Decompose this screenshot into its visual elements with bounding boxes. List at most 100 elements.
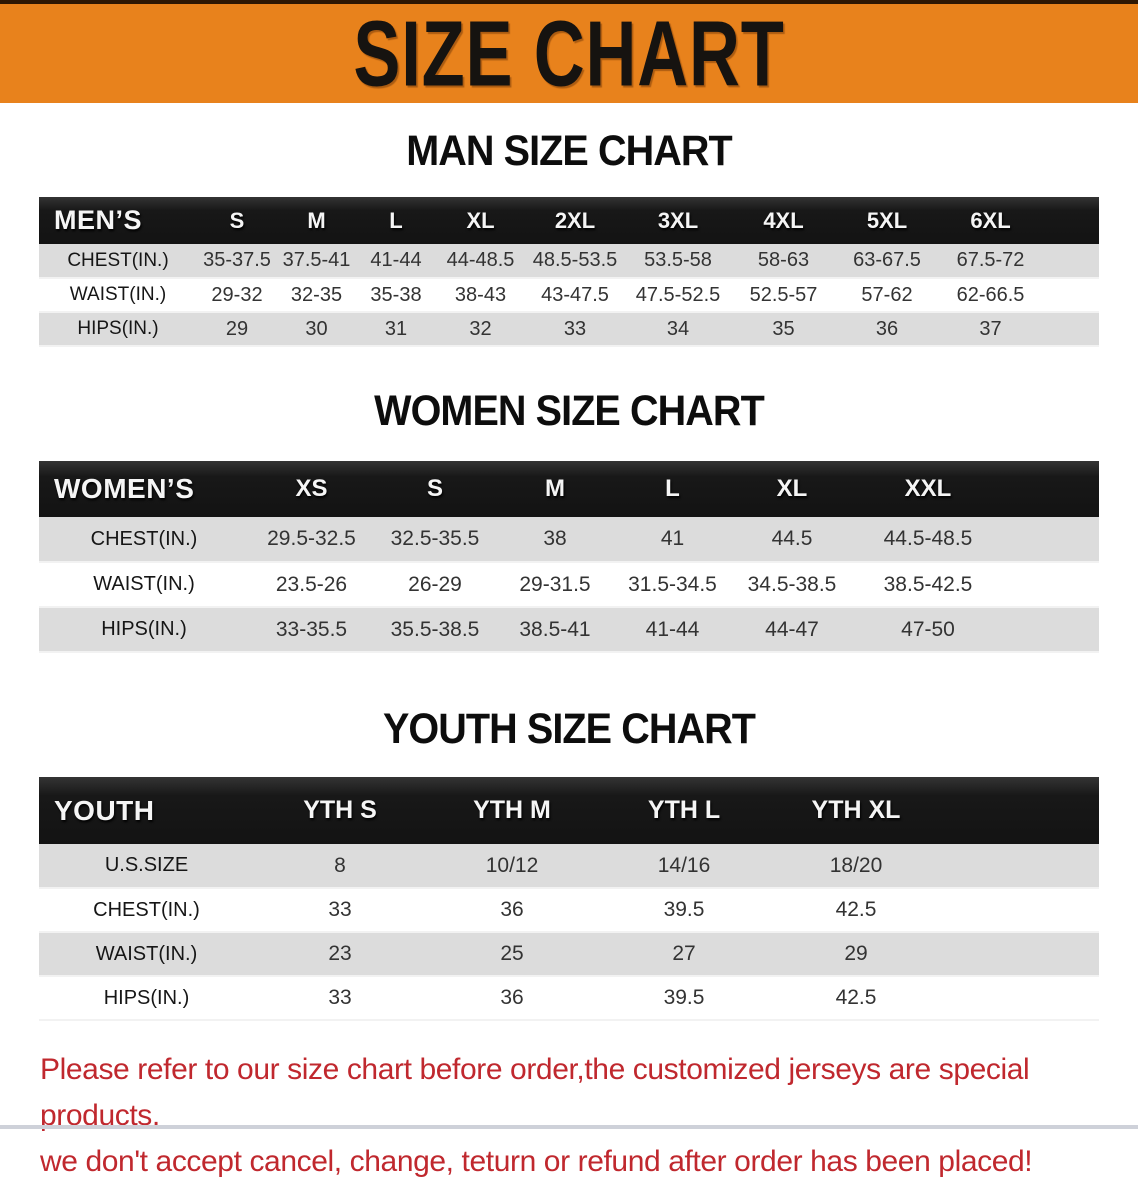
women-size-section: WOMEN SIZE CHART WOMEN’S XS S M L XL XXL… — [0, 387, 1138, 653]
men-size-col-header: S — [229, 207, 245, 233]
size-value-cell: 57-62 — [861, 283, 913, 306]
size-value-cell: 36 — [875, 317, 899, 340]
size-value-cell: 47-50 — [901, 617, 955, 641]
size-value-cell: 23 — [328, 942, 352, 965]
size-value-cell: 38 — [543, 527, 567, 550]
size-value-cell: 26-29 — [408, 572, 462, 596]
filler-cell — [1003, 607, 1099, 652]
filler-cell — [1003, 517, 1099, 562]
size-value-cell: 52.5-57 — [749, 283, 818, 306]
youth-size-col-header: YTH M — [473, 796, 551, 824]
youth-section-heading: YOUTH SIZE CHART — [382, 705, 756, 753]
size-value-cell: 47.5-52.5 — [635, 283, 721, 306]
row-label: CHEST(IN.) — [90, 527, 198, 550]
size-value-cell: 33 — [328, 898, 352, 921]
size-value-cell: 33-35.5 — [275, 617, 348, 641]
men-size-col-header: 5XL — [866, 207, 908, 233]
size-value-cell: 36 — [500, 898, 524, 921]
women-size-table: WOMEN’S XS S M L XL XXL CHEST(IN.) 29.5-… — [39, 461, 1099, 653]
size-value-cell: 34.5-38.5 — [747, 572, 837, 596]
youth-chest-row: CHEST(IN.) 33 36 39.5 42.5 — [39, 888, 1099, 932]
row-label: CHEST(IN.) — [67, 249, 169, 271]
men-size-table: MEN’S S M L XL 2XL 3XL 4XL 5XL 6XL CHEST… — [39, 197, 1099, 347]
size-value-cell: 37.5-41 — [282, 249, 351, 271]
size-value-cell: 29-31.5 — [519, 572, 591, 596]
order-policy-note: Please refer to our size chart before or… — [40, 1047, 1110, 1185]
size-value-cell: 38.5-42.5 — [883, 572, 973, 596]
filler-cell — [1003, 461, 1099, 517]
youth-size-col-header: YTH XL — [811, 796, 901, 824]
size-value-cell: 36 — [500, 986, 524, 1009]
size-value-cell: 33 — [563, 317, 587, 340]
size-value-cell: 18/20 — [829, 853, 883, 877]
men-size-col-header: XL — [466, 207, 495, 233]
size-value-cell: 44.5-48.5 — [883, 527, 973, 550]
men-table-title: MEN’S — [54, 205, 143, 235]
note-line-2: we don't accept cancel, change, teturn o… — [40, 1145, 1033, 1178]
row-label: HIPS(IN.) — [101, 618, 187, 640]
men-size-col-header: M — [307, 207, 326, 233]
size-value-cell: 31.5-34.5 — [628, 572, 717, 596]
size-value-cell: 30 — [305, 317, 328, 340]
women-size-col-header: M — [545, 475, 565, 502]
row-label: CHEST(IN.) — [93, 898, 200, 921]
size-value-cell: 31 — [384, 317, 408, 340]
size-value-cell: 35 — [772, 317, 795, 340]
youth-size-col-header: YTH S — [303, 796, 377, 824]
size-value-cell: 27 — [672, 942, 696, 965]
size-value-cell: 58-63 — [757, 249, 810, 271]
youth-hips-row: HIPS(IN.) 33 36 39.5 42.5 — [39, 976, 1099, 1020]
youth-table-title: YOUTH — [54, 794, 155, 826]
size-value-cell: 29 — [844, 942, 868, 965]
row-label: HIPS(IN.) — [103, 986, 190, 1009]
size-value-cell: 44-48.5 — [446, 249, 515, 271]
filler-cell — [1043, 312, 1099, 346]
size-value-cell: 63-67.5 — [853, 249, 921, 271]
women-table-title: WOMEN’S — [54, 473, 195, 504]
banner-title: SIZE CHART — [353, 1, 785, 106]
women-waist-row: WAIST(IN.) 23.5-26 26-29 29-31.5 31.5-34… — [39, 562, 1099, 607]
youth-size-table: YOUTH YTH S YTH M YTH L YTH XL U.S.SIZE … — [39, 777, 1099, 1021]
filler-cell — [942, 777, 1099, 844]
size-value-cell: 29.5-32.5 — [267, 527, 356, 550]
size-value-cell: 35-37.5 — [203, 249, 271, 271]
size-value-cell: 67.5-72 — [956, 249, 1025, 271]
men-size-col-header: 6XL — [970, 207, 1011, 233]
size-value-cell: 44-47 — [765, 617, 819, 641]
size-value-cell: 23.5-26 — [275, 572, 348, 596]
women-size-col-header: XS — [295, 475, 328, 502]
men-size-col-header: 4XL — [763, 207, 804, 233]
men-size-col-header: L — [389, 207, 403, 233]
size-value-cell: 48.5-53.5 — [532, 249, 618, 271]
bottom-edge-divider — [0, 1125, 1138, 1129]
size-value-cell: 32 — [469, 317, 492, 340]
men-chest-row: CHEST(IN.) 35-37.5 37.5-41 41-44 44-48.5… — [39, 244, 1099, 278]
women-hips-row: HIPS(IN.) 33-35.5 35.5-38.5 38.5-41 41-4… — [39, 607, 1099, 652]
filler-cell — [1043, 278, 1099, 312]
size-value-cell: 29 — [225, 317, 249, 340]
size-value-cell: 53.5-58 — [644, 249, 712, 271]
size-value-cell: 29-32 — [211, 283, 263, 306]
size-value-cell: 39.5 — [663, 986, 705, 1009]
size-chart-banner: SIZE CHART — [0, 0, 1138, 103]
size-value-cell: 33 — [328, 986, 352, 1009]
size-value-cell: 35-38 — [370, 283, 422, 306]
youth-size-section: YOUTH SIZE CHART YOUTH YTH S YTH M YTH L… — [0, 705, 1138, 1021]
filler-cell — [942, 976, 1099, 1020]
size-value-cell: 38-43 — [454, 283, 507, 306]
size-value-cell: 10/12 — [485, 853, 539, 877]
men-header-row: MEN’S S M L XL 2XL 3XL 4XL 5XL 6XL — [39, 197, 1099, 244]
men-size-col-header: 3XL — [657, 207, 699, 233]
size-value-cell: 32.5-35.5 — [390, 527, 480, 550]
size-value-cell: 37 — [979, 317, 1002, 340]
row-label: U.S.SIZE — [104, 854, 189, 876]
youth-header-row: YOUTH YTH S YTH M YTH L YTH XL — [39, 777, 1099, 844]
men-waist-row: WAIST(IN.) 29-32 32-35 35-38 38-43 43-47… — [39, 278, 1099, 312]
women-size-col-header: S — [426, 475, 443, 502]
size-value-cell: 34 — [666, 317, 690, 340]
size-value-cell: 42.5 — [835, 898, 877, 921]
filler-cell — [942, 932, 1099, 976]
size-value-cell: 8 — [334, 853, 346, 877]
men-size-col-header: 2XL — [554, 207, 596, 233]
women-size-col-header: XXL — [904, 475, 952, 502]
